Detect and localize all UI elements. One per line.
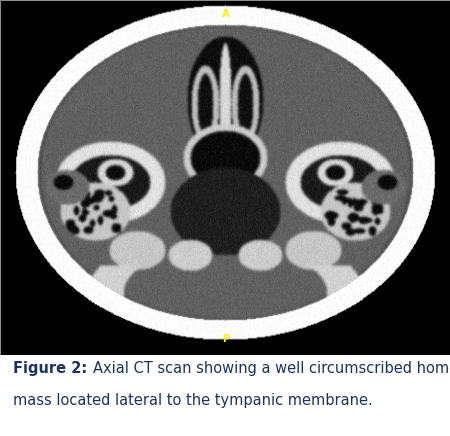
- Text: P: P: [222, 334, 230, 344]
- Text: mass located lateral to the tympanic membrane.: mass located lateral to the tympanic mem…: [14, 393, 373, 409]
- Text: A: A: [222, 9, 230, 19]
- Text: Axial CT scan showing a well circumscribed homogenous: Axial CT scan showing a well circumscrib…: [93, 361, 450, 376]
- Text: Figure 2:: Figure 2:: [14, 361, 93, 376]
